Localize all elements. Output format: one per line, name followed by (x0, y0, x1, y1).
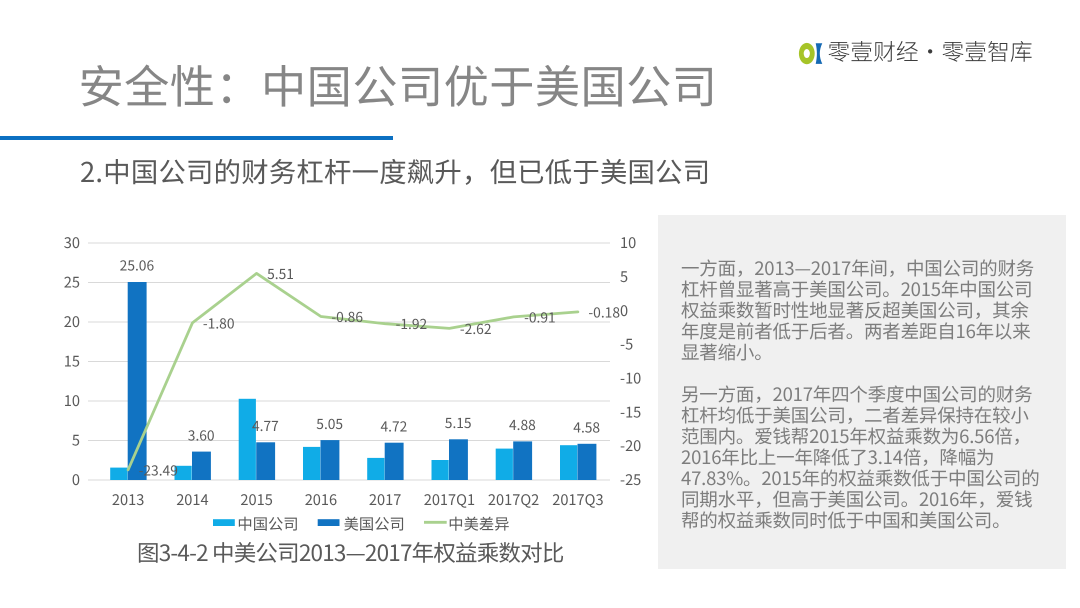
svg-text:2017Q3: 2017Q3 (552, 489, 603, 510)
svg-text:5.05: 5.05 (316, 413, 343, 433)
svg-text:中美差异: 中美差异 (448, 513, 509, 535)
svg-text:-0.91: -0.91 (524, 306, 556, 326)
svg-text:20: 20 (64, 311, 80, 332)
svg-text:0: 0 (620, 300, 628, 321)
svg-text:-23.49: -23.49 (139, 459, 178, 479)
svg-text:美国公司: 美国公司 (344, 513, 405, 535)
svg-text:-15: -15 (620, 401, 641, 422)
svg-text:5.51: 5.51 (267, 263, 294, 283)
svg-text:2017Q1: 2017Q1 (424, 489, 475, 510)
svg-text:-20: -20 (620, 435, 641, 456)
svg-text:4.77: 4.77 (252, 415, 279, 435)
svg-text:4.88: 4.88 (509, 414, 536, 434)
svg-text:中国公司: 中国公司 (237, 513, 298, 535)
svg-text:-1.92: -1.92 (396, 313, 428, 333)
svg-text:-25: -25 (620, 469, 641, 490)
svg-text:30: 30 (64, 232, 80, 253)
svg-text:-10: -10 (620, 368, 641, 389)
svg-text:-0.18: -0.18 (588, 301, 620, 321)
svg-text:-2.62: -2.62 (460, 318, 492, 338)
svg-text:5: 5 (72, 430, 80, 451)
svg-text:25.06: 25.06 (120, 255, 155, 275)
svg-text:0: 0 (72, 469, 80, 490)
svg-text:2013: 2013 (112, 489, 144, 510)
svg-text:10: 10 (64, 390, 80, 411)
svg-text:5.15: 5.15 (445, 412, 472, 432)
svg-text:2017: 2017 (369, 489, 401, 510)
svg-text:2015: 2015 (240, 489, 272, 510)
svg-text:2014: 2014 (176, 489, 208, 510)
svg-text:2016: 2016 (305, 489, 337, 510)
svg-text:25: 25 (64, 272, 80, 293)
svg-text:-0.86: -0.86 (331, 306, 363, 326)
svg-text:10: 10 (620, 232, 636, 253)
svg-text:4.58: 4.58 (573, 417, 600, 437)
svg-text:5: 5 (620, 266, 628, 287)
svg-text:-1.80: -1.80 (203, 312, 235, 332)
svg-text:4.72: 4.72 (380, 415, 407, 435)
svg-text:3.60: 3.60 (188, 424, 215, 444)
svg-text:15: 15 (64, 351, 80, 372)
svg-text:-5: -5 (620, 334, 633, 355)
svg-text:2017Q2: 2017Q2 (488, 489, 539, 510)
